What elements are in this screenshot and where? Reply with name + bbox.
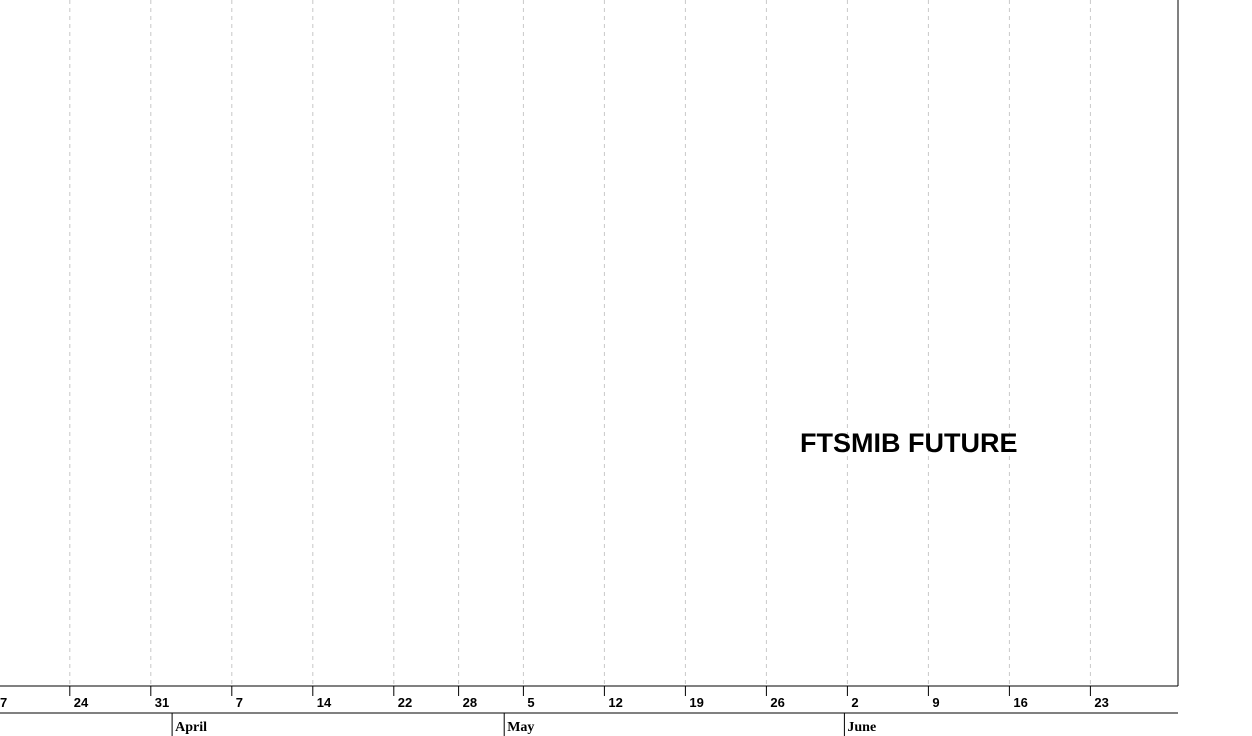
x-tick-label: 17 <box>0 695 7 710</box>
x-tick-label: 2 <box>851 695 858 710</box>
x-tick-label: 31 <box>155 695 169 710</box>
x-tick-label: 5 <box>527 695 534 710</box>
x-tick-label: 19 <box>689 695 703 710</box>
x-tick-label: 28 <box>463 695 477 710</box>
x-tick-label: 9 <box>932 695 939 710</box>
month-label: June <box>847 720 876 735</box>
x-tick-label: 7 <box>236 695 243 710</box>
month-label: April <box>175 720 207 735</box>
x-tick-label: 24 <box>74 695 89 710</box>
grid <box>69 0 1091 686</box>
x-tick-label: 23 <box>1094 695 1108 710</box>
axes: 3050031000315003200032500330003350034000… <box>0 0 1179 736</box>
x-tick-label: 22 <box>398 695 412 710</box>
month-label: May <box>507 720 534 735</box>
x-tick-label: 16 <box>1013 695 1027 710</box>
x-tick-label: 26 <box>770 695 784 710</box>
chart-title: FTSMIB FUTURE <box>800 428 1017 458</box>
x-tick-label: 14 <box>317 695 332 710</box>
x-tick-label: 12 <box>608 695 622 710</box>
